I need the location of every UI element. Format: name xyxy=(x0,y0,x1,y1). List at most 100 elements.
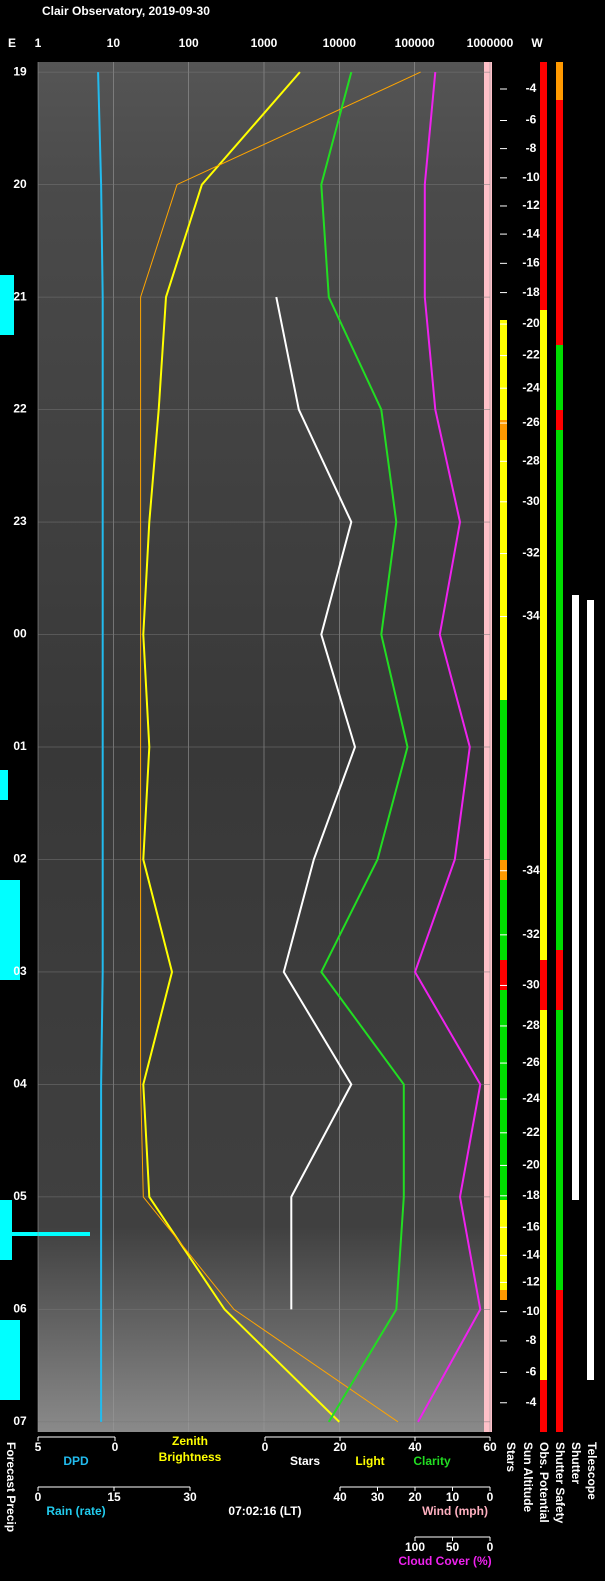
sun-altitude-label: -26 xyxy=(522,1055,540,1069)
sun-altitude-label: -34 xyxy=(522,609,540,623)
tick-label: 0 xyxy=(112,1440,119,1454)
precip-bar xyxy=(0,275,14,335)
dpd-label: DPD xyxy=(63,1454,89,1468)
x-tick-label: 10000 xyxy=(323,36,357,50)
status-segment xyxy=(500,990,507,1200)
sun-altitude-label: -18 xyxy=(522,285,540,299)
series-line xyxy=(275,296,357,1310)
x-tick-label: 10 xyxy=(107,36,121,50)
sun-altitude-label: -22 xyxy=(522,1125,540,1139)
precip-label: Forecast Precip xyxy=(4,1442,18,1532)
status-segment xyxy=(500,420,507,440)
x-tick-label: 1 xyxy=(35,36,42,50)
y-tick-label: 03 xyxy=(13,964,27,978)
status-segment xyxy=(540,1010,547,1380)
precip-bar xyxy=(0,1200,12,1260)
sun-altitude-label: -28 xyxy=(522,453,540,467)
tick-label: 0 xyxy=(262,1440,269,1454)
y-tick-label: 04 xyxy=(13,1077,27,1091)
sun-altitude-label: -28 xyxy=(522,1018,540,1032)
status-label: Obs. Potential xyxy=(537,1442,551,1523)
sun-altitude-label: -26 xyxy=(522,415,540,429)
status-segment xyxy=(500,1200,507,1290)
rain-label: Rain (rate) xyxy=(46,1504,105,1518)
status-label: Shutter Safety xyxy=(553,1442,567,1524)
status-segment xyxy=(540,310,547,960)
sun-altitude-label: -12 xyxy=(522,198,540,212)
status-segment xyxy=(500,960,507,990)
wind-label: Wind (mph) xyxy=(422,1504,488,1518)
sun-altitude-label: -16 xyxy=(522,256,540,270)
x-tick-label: 1000000 xyxy=(467,36,514,50)
sun-altitude-label: -24 xyxy=(522,1091,540,1105)
tick-label: 5 xyxy=(35,1440,42,1454)
y-tick-label: 23 xyxy=(13,514,27,528)
zenith-label: Zenith Brightness xyxy=(158,1434,222,1464)
x-tick-label: 100 xyxy=(179,36,199,50)
tick-label: 0 xyxy=(35,1490,42,1504)
series-line xyxy=(97,72,104,1422)
sun-altitude-label: -34 xyxy=(522,863,540,877)
status-segment xyxy=(540,1380,547,1432)
tick-label: 100 xyxy=(405,1540,425,1554)
status-segment xyxy=(556,100,563,345)
status-label: Telescope xyxy=(585,1442,599,1500)
status-label: Shutter xyxy=(569,1442,583,1484)
status-segment xyxy=(540,960,547,1010)
tick-label: 20 xyxy=(408,1490,422,1504)
tick-label: 15 xyxy=(107,1490,121,1504)
precip-bar xyxy=(0,770,8,800)
chart-title: Clair Observatory, 2019-09-30 xyxy=(42,4,210,18)
sun-altitude-label: -4 xyxy=(526,81,537,95)
y-tick-label: 01 xyxy=(13,739,27,753)
status-segment xyxy=(556,950,563,1010)
y-tick-label: 06 xyxy=(13,1302,27,1316)
status-segment xyxy=(540,62,547,310)
series-line xyxy=(413,72,482,1423)
tick-label: 40 xyxy=(333,1490,347,1504)
series-line xyxy=(140,71,421,1423)
status-segment xyxy=(572,595,579,1200)
y-tick-label: 22 xyxy=(13,402,27,416)
precip-bar xyxy=(0,1232,90,1236)
sun-altitude-label: -30 xyxy=(522,978,540,992)
cloud-label: Cloud Cover (%) xyxy=(398,1554,491,1568)
status-label: Stars xyxy=(504,1442,518,1472)
status-segment xyxy=(556,1010,563,1290)
status-segment xyxy=(556,430,563,950)
sun-altitude-label: -8 xyxy=(526,1333,537,1347)
tick-label: 30 xyxy=(183,1490,197,1504)
sun-altitude-label: -18 xyxy=(522,1188,540,1202)
series-line xyxy=(320,71,409,1423)
tick-label: 20 xyxy=(333,1440,347,1454)
timestamp: 07:02:16 (LT) xyxy=(228,1504,301,1518)
west-label: W xyxy=(531,36,543,50)
y-tick-label: 21 xyxy=(13,289,27,303)
status-segment xyxy=(556,345,563,410)
status-segment xyxy=(500,1290,507,1300)
precip-bar xyxy=(0,880,20,980)
y-tick-label: 19 xyxy=(13,64,27,78)
sun-altitude-label: -10 xyxy=(522,1304,540,1318)
sun-altitude-label: -8 xyxy=(526,141,537,155)
tick-label: 40 xyxy=(408,1440,422,1454)
series-line xyxy=(142,71,341,1423)
sun-altitude-label: -20 xyxy=(522,1158,540,1172)
tick-label: 0 xyxy=(487,1490,494,1504)
y-tick-label: 07 xyxy=(13,1414,27,1428)
y-tick-label: 00 xyxy=(13,627,27,641)
sun-altitude-label: -24 xyxy=(522,380,540,394)
sun-altitude-label: -4 xyxy=(526,1395,537,1409)
sun-altitude-label: -32 xyxy=(522,927,540,941)
precip-bar xyxy=(0,1320,20,1400)
status-segment xyxy=(500,700,507,960)
tick-label: 0 xyxy=(487,1540,494,1554)
sun-altitude-label: -20 xyxy=(522,316,540,330)
light-label: Light xyxy=(355,1454,384,1468)
status-segment xyxy=(556,62,563,100)
sun-altitude-label: -30 xyxy=(522,494,540,508)
status-segment xyxy=(500,320,507,700)
status-segment xyxy=(587,600,594,1380)
